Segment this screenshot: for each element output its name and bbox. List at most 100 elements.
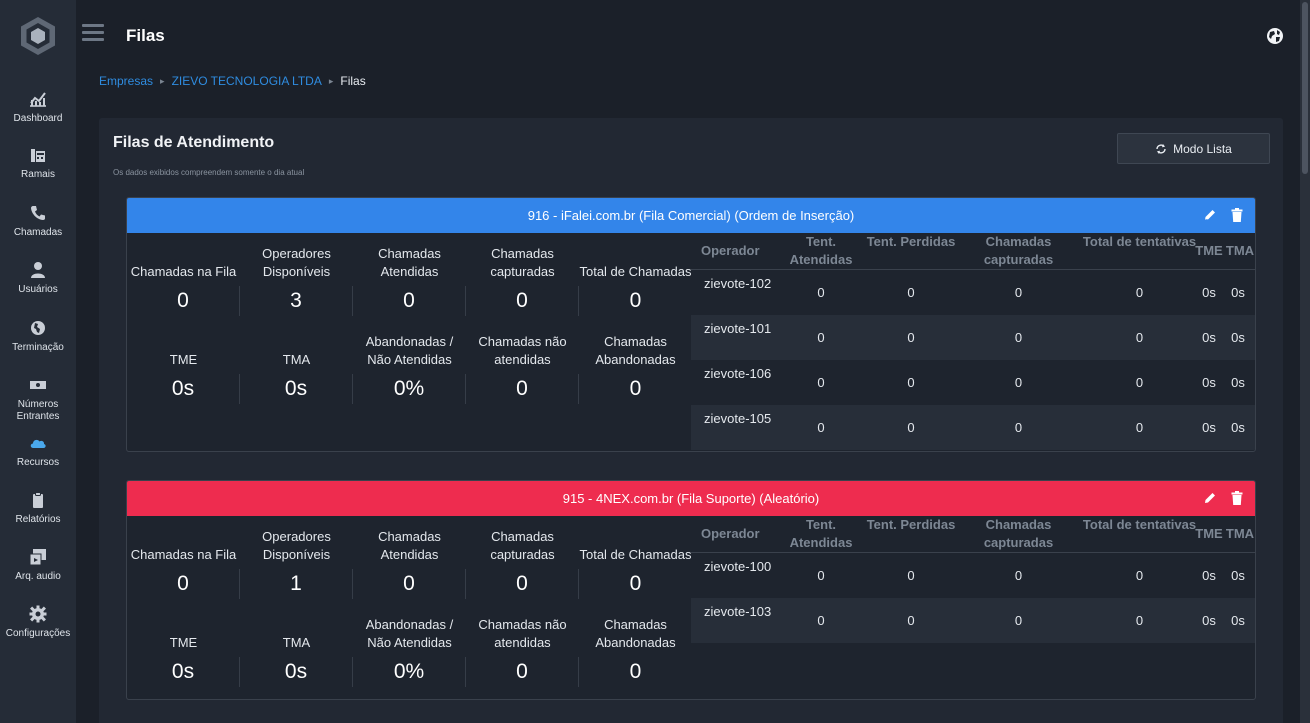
sidebar-item-chamadas[interactable]: Chamadas <box>0 204 76 239</box>
menu-toggle-icon[interactable] <box>82 24 104 44</box>
sidebar-item-label: Ramais <box>21 169 55 180</box>
metric-abandoned-ratio: Abandonadas / Não Atendidas 0% <box>353 333 466 404</box>
metric-value: 0 <box>629 377 642 400</box>
metric-label: Chamadas Atendidas <box>378 246 441 279</box>
sidebar-item-usuarios[interactable]: Usuários <box>0 261 76 296</box>
col-answered: Tent. Atendidas <box>789 517 853 550</box>
sidebar-item-label: Recursos <box>16 457 60 468</box>
sidebar-item-configuracoes[interactable]: Configurações <box>0 605 76 640</box>
sidebar-item-label: Terminação <box>12 342 64 353</box>
metric-answered-calls: Chamadas Atendidas 0 <box>353 528 466 599</box>
metric-label: Chamadas Abandonadas <box>595 617 676 650</box>
metric-value: 0 <box>127 569 240 599</box>
metric-label: Chamadas na Fila <box>130 547 237 562</box>
cell-answered: 0 <box>817 568 825 583</box>
metric-value: 0 <box>629 572 642 595</box>
metric-label: Total de Chamadas <box>579 264 692 279</box>
cell-captured: 0 <box>1014 375 1023 390</box>
col-captured: Chamadas capturadas <box>983 517 1054 550</box>
metric-value: 0% <box>353 657 466 687</box>
cell-tma: 0s <box>1231 285 1245 300</box>
trash-icon[interactable] <box>1231 491 1243 505</box>
cell-total: 0 <box>1135 330 1144 345</box>
breadcrumb-company[interactable]: ZIEVO TECNOLOGIA LTDA <box>171 74 322 88</box>
cell-answered: 0 <box>817 375 825 390</box>
sidebar-item-label: Usuários <box>18 284 58 295</box>
sidebar-item-terminacao[interactable]: Terminação <box>0 319 76 354</box>
metric-tma: TMA 0s <box>240 333 353 404</box>
col-operator: Operador <box>701 526 760 541</box>
globe-icon[interactable] <box>1266 27 1284 45</box>
metric-label: Operadores Disponíveis <box>262 529 331 562</box>
breadcrumb-separator: ▸ <box>160 75 165 86</box>
sidebar-item-ramais[interactable]: Ramais <box>0 146 76 181</box>
topbar: Filas <box>76 0 1300 64</box>
cell-answered: 0 <box>817 330 825 345</box>
cell-tma: 0s <box>1231 613 1245 628</box>
metric-value: 0 <box>353 286 466 316</box>
queue-title: 916 - iFalei.com.br (Fila Comercial) (Or… <box>527 208 855 223</box>
metric-value: 0 <box>466 657 579 687</box>
metric-tma: TMA 0s <box>240 616 353 687</box>
metric-value: 1 <box>240 569 353 599</box>
queue-card: 915 - 4NEX.com.br (Fila Suporte) (Aleató… <box>126 480 1256 700</box>
logo-icon[interactable] <box>20 16 56 56</box>
sidebar-item-dashboard[interactable]: Dashboard <box>0 90 76 125</box>
metric-value: 0s <box>240 374 353 404</box>
scrollbar-thumb[interactable] <box>1302 2 1308 174</box>
cell-answered: 0 <box>817 613 825 628</box>
cell-captured: 0 <box>1014 420 1023 435</box>
sidebar-item-label: Relatórios <box>15 514 61 525</box>
metric-value: 0 <box>629 289 642 312</box>
cloud-icon <box>30 439 46 448</box>
operator-name: zievote-100 <box>704 559 772 574</box>
sidebar-item-label: Dashboard <box>13 113 63 124</box>
sidebar-item-label: Números Entrantes <box>16 399 60 422</box>
sidebar-item-arq-audio[interactable]: Arq. audio <box>0 548 76 583</box>
metric-label: Abandonadas / Não Atendidas <box>365 334 454 367</box>
sidebar-item-recursos[interactable]: Recursos <box>0 434 76 469</box>
edit-icon[interactable] <box>1203 491 1217 505</box>
user-icon <box>31 262 45 278</box>
trash-icon[interactable] <box>1231 208 1243 222</box>
metric-label: Chamadas capturadas <box>490 246 555 279</box>
cell-tme: 0s <box>1202 285 1216 300</box>
table-row: zievote-103 0 0 0 0 0s 0s <box>691 598 1255 643</box>
page-scrollbar[interactable] <box>1300 0 1310 723</box>
metric-label: TME <box>169 635 198 650</box>
cell-lost: 0 <box>907 420 915 435</box>
metric-value: 0 <box>466 569 579 599</box>
edit-icon[interactable] <box>1203 208 1217 222</box>
cell-answered: 0 <box>817 285 825 300</box>
cell-tma: 0s <box>1231 375 1245 390</box>
metric-label: Chamadas Atendidas <box>378 529 441 562</box>
breadcrumb-empresas[interactable]: Empresas <box>99 74 154 88</box>
sidebar-item-numeros-entrantes[interactable]: Números Entrantes <box>0 376 76 423</box>
metric-abandoned-calls: Chamadas Abandonadas 0 <box>579 616 692 687</box>
col-tme: TME <box>1195 526 1223 541</box>
metric-value: 0 <box>466 374 579 404</box>
table-header: Operador Tent. Atendidas Tent. Perdidas … <box>691 233 1255 270</box>
metric-label: Chamadas na Fila <box>130 264 237 279</box>
cell-lost: 0 <box>907 375 915 390</box>
metric-value: 0s <box>127 374 240 404</box>
col-lost: Tent. Perdidas <box>866 517 956 532</box>
sidebar-item-relatorios[interactable]: Relatórios <box>0 491 76 526</box>
metric-total-calls: Total de Chamadas 0 <box>579 528 692 599</box>
cell-tme: 0s <box>1202 568 1216 583</box>
metric-label: TMA <box>282 352 311 367</box>
metric-calls-in-queue: Chamadas na Fila 0 <box>127 528 240 599</box>
cell-answered: 0 <box>817 420 825 435</box>
operator-name: zievote-106 <box>704 366 772 381</box>
metric-label: TMA <box>282 635 311 650</box>
cell-total: 0 <box>1135 420 1144 435</box>
col-total: Total de tentativas <box>1082 234 1197 249</box>
cell-lost: 0 <box>907 613 915 628</box>
mode-list-button[interactable]: Modo Lista <box>1117 133 1270 164</box>
breadcrumb-current: Filas <box>340 74 366 88</box>
cell-total: 0 <box>1135 568 1144 583</box>
cell-captured: 0 <box>1014 568 1023 583</box>
table-row: zievote-102 0 0 0 0 0s 0s <box>691 270 1255 315</box>
queue-header: 915 - 4NEX.com.br (Fila Suporte) (Aleató… <box>127 481 1255 516</box>
sync-icon <box>1156 143 1166 154</box>
